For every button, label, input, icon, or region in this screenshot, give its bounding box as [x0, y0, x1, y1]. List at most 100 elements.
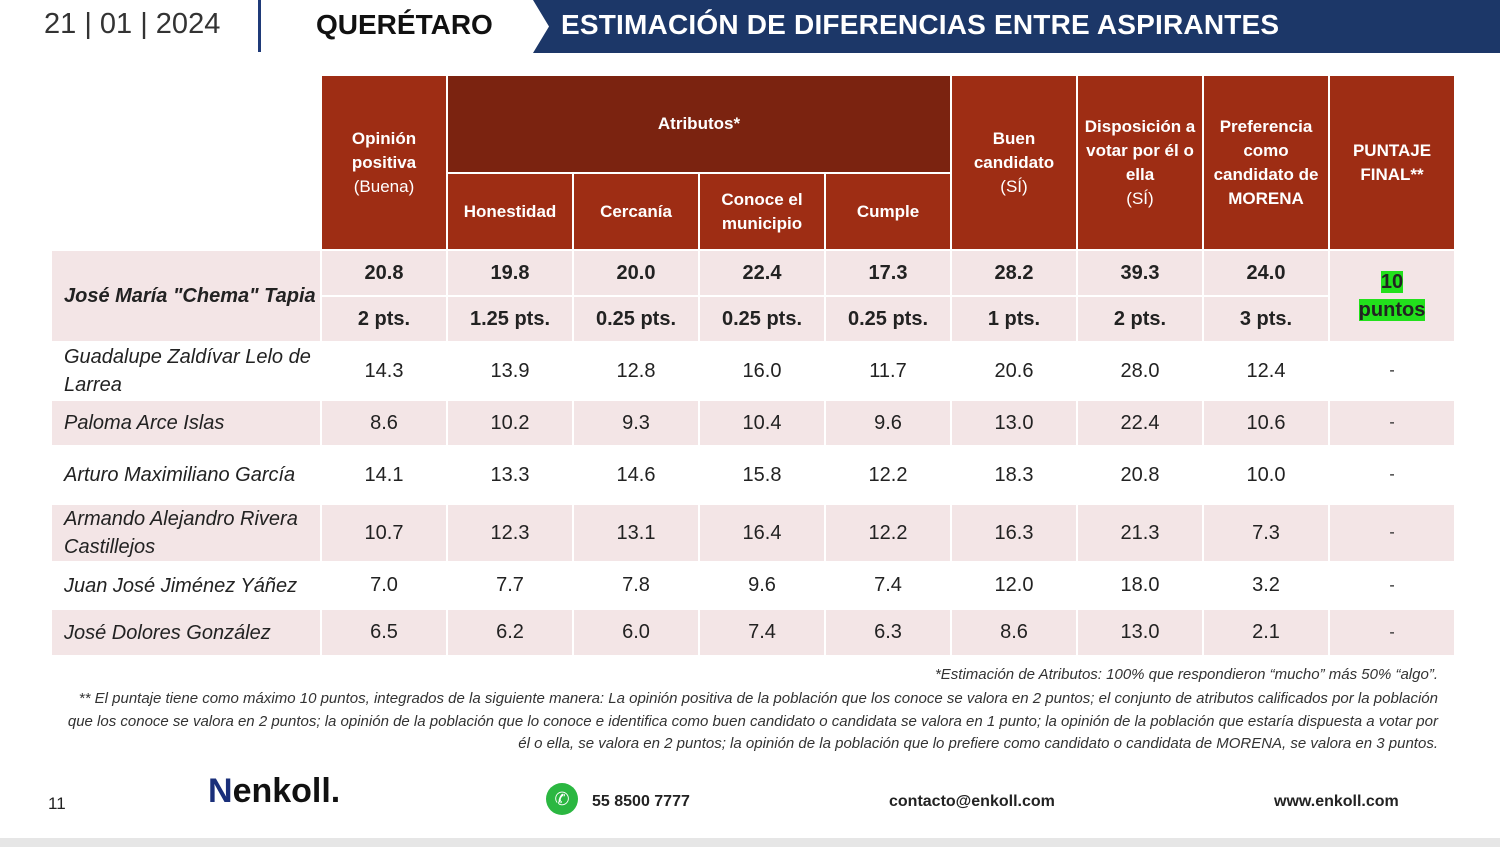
page-number: 11 [48, 794, 66, 813]
cell: 17.3 [826, 251, 950, 295]
cell: 7.3 [1204, 505, 1328, 561]
cell: 13.0 [952, 401, 1076, 445]
header-honestidad: Honestidad [448, 174, 572, 249]
cell: 21.3 [1078, 505, 1202, 561]
divider [258, 0, 261, 52]
table-row-top: José María "Chema" Tapia 20.8 19.8 20.0 22.… [52, 251, 1454, 341]
cell: 12.2 [826, 505, 950, 561]
cell: 3.2 [1252, 574, 1280, 596]
table-row: Juan José Jiménez Yáñez 7.0 7.7 7.8 9.6 7.4 12… [52, 563, 1454, 608]
cell: 0.25 pts. [574, 297, 698, 341]
cell: 28.2 [952, 251, 1076, 295]
bottom-bar [0, 838, 1500, 847]
table-row-points: 2 pts. 1.25 pts. 0.25 pts. 0.25 pts. 0.25 pt… [52, 297, 1454, 341]
cell: 7.8 [622, 574, 650, 596]
final-score: - [1330, 401, 1454, 445]
cell: 20.8 [1120, 463, 1160, 486]
cell: 12.4 [1246, 359, 1286, 382]
cell: 7.4 [874, 574, 902, 596]
final-score: - [1389, 466, 1395, 483]
header-atributos: Atributos* [448, 76, 950, 172]
cell: 7.0 [370, 574, 398, 596]
cell: 6.2 [448, 610, 572, 655]
cell: 12.2 [868, 463, 908, 486]
cell: 0.25 pts. [700, 297, 824, 341]
cell: 13.9 [490, 359, 530, 382]
candidate-name: Arturo Maximiliano García [64, 464, 296, 486]
final-score: - [1389, 362, 1395, 379]
email: contacto@enkoll.com [889, 793, 1055, 810]
header-disposicion: Disposición a votar por él o ella (SÍ) [1078, 76, 1202, 249]
cell: 9.3 [574, 401, 698, 445]
results-table: Opinión positiva (Buena) Atributos* Buen ca… [50, 74, 1456, 657]
cell: 2.1 [1204, 610, 1328, 655]
website: www.enkoll.com [1274, 793, 1399, 810]
cell: 16.4 [700, 505, 824, 561]
header-opinion: Opinión positiva (Buena) [322, 76, 446, 249]
final-score: 10 puntos [1330, 251, 1454, 341]
final-score: - [1330, 610, 1454, 655]
candidate-name: Armando Alejandro Rivera Castillejos [52, 505, 320, 561]
cell: 6.0 [574, 610, 698, 655]
cell: 6.5 [322, 610, 446, 655]
cell: 12.8 [616, 359, 656, 382]
header-buen-candidato: Buen candidato (SÍ) [952, 76, 1076, 249]
table-row: José Dolores González 6.5 6.2 6.0 7.4 6.3 8.6 1… [52, 610, 1454, 655]
cell: 12.0 [994, 574, 1034, 596]
header-puntaje: PUNTAJE FINAL** [1330, 76, 1454, 249]
cell: 10.7 [322, 505, 446, 561]
cell: 10.0 [1246, 463, 1286, 486]
logo-mark-icon: N [208, 772, 233, 810]
cell: 39.3 [1078, 251, 1202, 295]
cell: 22.4 [1078, 401, 1202, 445]
cell: 9.6 [826, 401, 950, 445]
cell: 6.3 [826, 610, 950, 655]
cell: 11.7 [869, 359, 907, 382]
cell: 20.8 [322, 251, 446, 295]
cell: 13.1 [574, 505, 698, 561]
cell: 2 pts. [1078, 297, 1202, 341]
cell: 10.4 [700, 401, 824, 445]
header-cercania: Cercanía [574, 174, 698, 249]
cell: 18.0 [1120, 574, 1160, 596]
cell: 8.6 [322, 401, 446, 445]
cell: 28.0 [1120, 359, 1160, 382]
cell: 7.4 [700, 610, 824, 655]
cell: 18.3 [994, 463, 1034, 486]
header-conoce: Conoce el municipio [700, 174, 824, 249]
cell: 10.6 [1204, 401, 1328, 445]
table-row: Armando Alejandro Rivera Castillejos 10.7… [52, 505, 1454, 561]
candidate-name: Paloma Arce Islas [52, 401, 320, 445]
cell: 7.7 [496, 574, 524, 596]
enkoll-logo: Nenkoll. [208, 772, 341, 810]
cell: 13.3 [490, 463, 530, 486]
cell: 14.3 [364, 359, 404, 382]
final-score: - [1330, 505, 1454, 561]
cell: 16.3 [952, 505, 1076, 561]
state-name: QUERÉTARO [316, 9, 493, 40]
cell: 13.0 [1078, 610, 1202, 655]
candidate-name: José María "Chema" Tapia [52, 251, 320, 341]
cell: 12.3 [448, 505, 572, 561]
cell: 15.8 [742, 463, 782, 486]
cell: 14.6 [616, 463, 656, 486]
note-puntaje: ** El puntaje tiene como máximo 10 punto… [67, 690, 1438, 752]
cell: 1.25 pts. [448, 297, 572, 341]
header-cumple: Cumple [826, 174, 950, 249]
candidate-name: Juan José Jiménez Yáñez [64, 574, 298, 597]
cell: 2 pts. [322, 297, 446, 341]
cell: 20.0 [574, 251, 698, 295]
cell: 9.6 [748, 574, 776, 596]
cell: 20.6 [994, 359, 1034, 382]
date: 21 | 01 | 2024 [44, 8, 221, 40]
cell: 1 pts. [952, 297, 1076, 341]
final-score: - [1389, 576, 1395, 594]
cell: 10.2 [448, 401, 572, 445]
cell: 22.4 [700, 251, 824, 295]
whatsapp-icon: ✆ [546, 783, 578, 815]
cell: 14.1 [364, 463, 404, 486]
cell: 16.0 [742, 359, 782, 382]
page-title: ESTIMACIÓN DE DIFERENCIAS ENTRE ASPIRANT… [561, 9, 1280, 40]
cell: 19.8 [448, 251, 572, 295]
table-row: Guadalupe Zaldívar Lelo de Larrea 14.3 13.… [52, 343, 1454, 399]
